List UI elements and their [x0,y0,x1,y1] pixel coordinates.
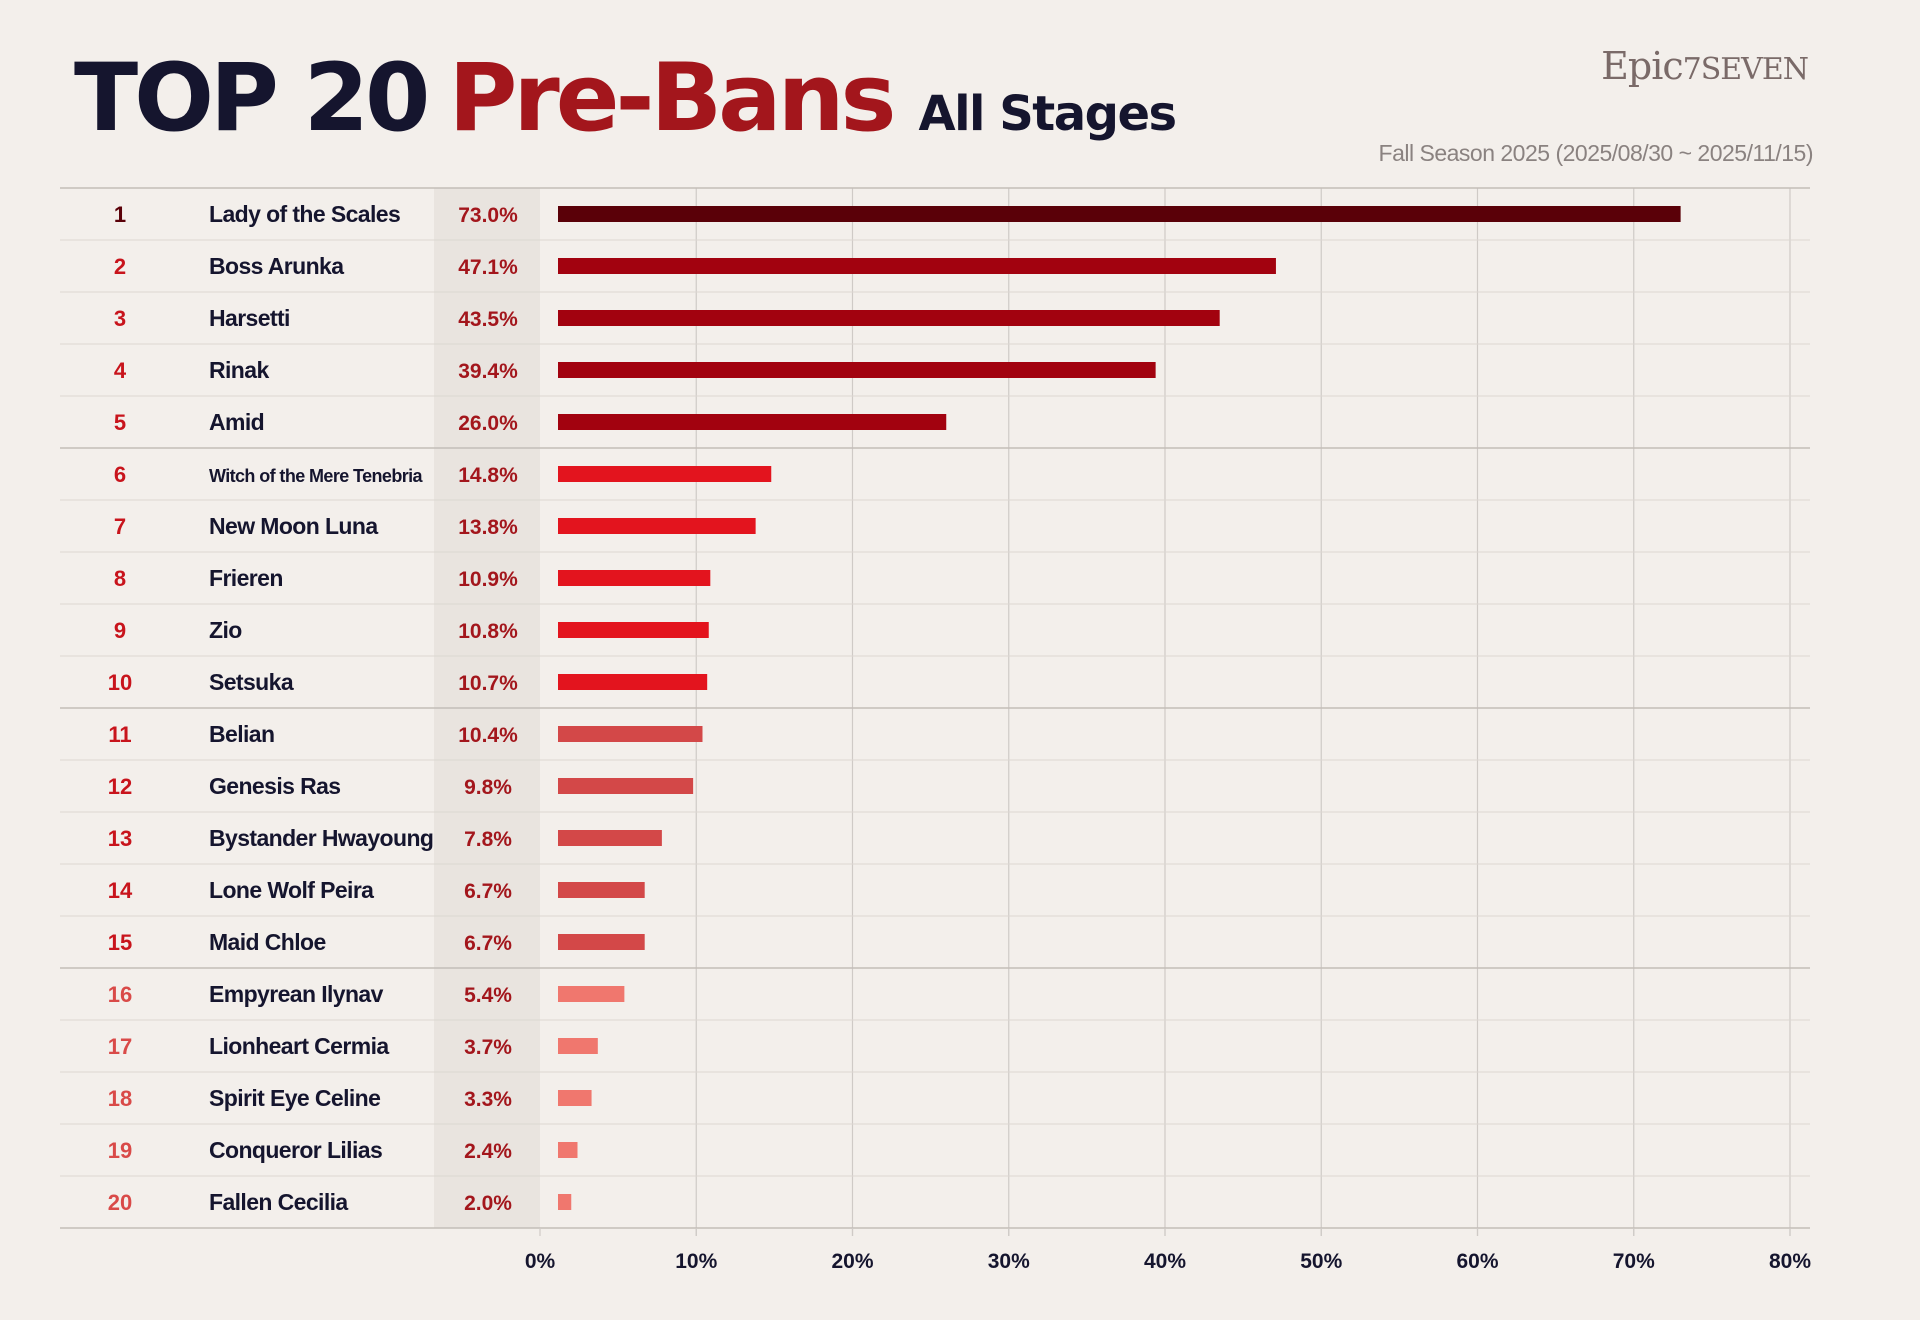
x-tick-label: 80% [1769,1250,1811,1273]
season-subtitle: Fall Season 2025 (2025/08/30 ~ 2025/11/1… [1378,140,1814,166]
rank-label: 4 [114,358,127,383]
x-tick-label: 50% [1300,1250,1342,1273]
value-label: 43.5% [458,308,518,331]
title-sub: All Stages [918,86,1177,142]
hero-name: Bystander Hwayoung [209,825,433,851]
bar [558,414,947,430]
rank-label: 13 [108,826,132,851]
bar [558,830,662,846]
bar [558,1194,572,1210]
bar [558,1142,578,1158]
hero-name: Spirit Eye Celine [209,1085,380,1111]
bar [558,310,1220,326]
bar [558,674,708,690]
hero-name: Lionheart Cermia [209,1033,389,1059]
hero-name: Genesis Ras [209,773,340,799]
value-label: 7.8% [464,828,512,851]
value-label: 2.0% [464,1192,512,1215]
value-label: 5.4% [464,984,512,1007]
rank-label: 1 [114,202,126,227]
rank-label: 20 [108,1190,132,1215]
bar [558,258,1276,274]
bar [558,882,645,898]
rank-label: 7 [114,514,126,539]
rank-label: 9 [114,618,126,643]
value-label: 10.8% [458,620,518,643]
bar [558,466,772,482]
hero-name: Lady of the Scales [209,201,400,227]
bar [558,1090,592,1106]
rank-label: 8 [114,566,126,591]
bar [558,934,645,950]
value-label: 6.7% [464,932,512,955]
bar [558,570,711,586]
value-label: 26.0% [458,412,518,435]
epic-seven-logo: Epic7SEVEN [1601,44,1809,88]
logo-seven: 7SEVEN [1682,52,1809,87]
value-label: 73.0% [458,204,518,227]
rank-label: 16 [108,982,132,1007]
bar [558,362,1156,378]
value-label: 39.4% [458,360,518,383]
rank-label: 18 [108,1086,132,1111]
rank-label: 5 [114,410,126,435]
x-tick-label: 10% [675,1250,717,1273]
bar [558,986,625,1002]
bar [558,622,709,638]
x-tick-label: 70% [1613,1250,1655,1273]
x-tick-label: 30% [988,1250,1030,1273]
hero-name: Setsuka [209,669,294,695]
rank-label: 2 [114,254,126,279]
hero-name: Harsetti [209,305,290,331]
value-label: 3.3% [464,1088,512,1111]
value-label: 3.7% [464,1036,512,1059]
value-label: 10.7% [458,672,518,695]
rank-label: 14 [108,878,133,903]
hero-name: Lone Wolf Peira [209,877,374,903]
x-tick-label: 60% [1456,1250,1498,1273]
x-tick-label: 40% [1144,1250,1186,1273]
hero-name: Belian [209,721,274,747]
value-label: 10.9% [458,568,518,591]
x-tick-label: 20% [831,1250,873,1273]
logo-text: Epic [1601,44,1683,88]
value-label: 2.4% [464,1140,512,1163]
value-label: 47.1% [458,256,518,279]
bar [558,726,703,742]
hero-name: Rinak [209,357,269,383]
rank-label: 6 [114,462,126,487]
hero-name: New Moon Luna [209,513,378,539]
value-label: 9.8% [464,776,512,799]
value-label: 13.8% [458,516,518,539]
hero-name: Zio [209,617,242,643]
rank-label: 19 [108,1138,132,1163]
value-label: 14.8% [458,464,518,487]
hero-name: Boss Arunka [209,253,344,279]
hero-name: Witch of the Mere Tenebria [209,466,424,486]
hero-name: Empyrean Ilynav [209,981,384,1007]
bar [558,518,756,534]
rank-label: 15 [108,930,132,955]
hero-name: Frieren [209,565,283,591]
bar [558,778,694,794]
bar [558,206,1681,222]
hero-name: Maid Chloe [209,929,326,955]
rank-label: 10 [108,670,132,695]
title-main: TOP 20 [74,44,430,153]
rank-label: 17 [108,1034,132,1059]
hero-name: Fallen Cecilia [209,1189,348,1215]
x-tick-label: 0% [525,1250,556,1273]
hero-name: Conqueror Lilias [209,1137,382,1163]
value-label: 6.7% [464,880,512,903]
rank-label: 3 [114,306,126,331]
rank-label: 12 [108,774,132,799]
value-label: 10.4% [458,724,518,747]
title-accent: Pre-Bans [448,44,896,153]
bar [558,1038,598,1054]
rank-label: 11 [108,722,131,747]
hero-name: Amid [209,409,264,435]
chart-title: TOP 20 Pre-Bans All Stages [74,44,1177,154]
